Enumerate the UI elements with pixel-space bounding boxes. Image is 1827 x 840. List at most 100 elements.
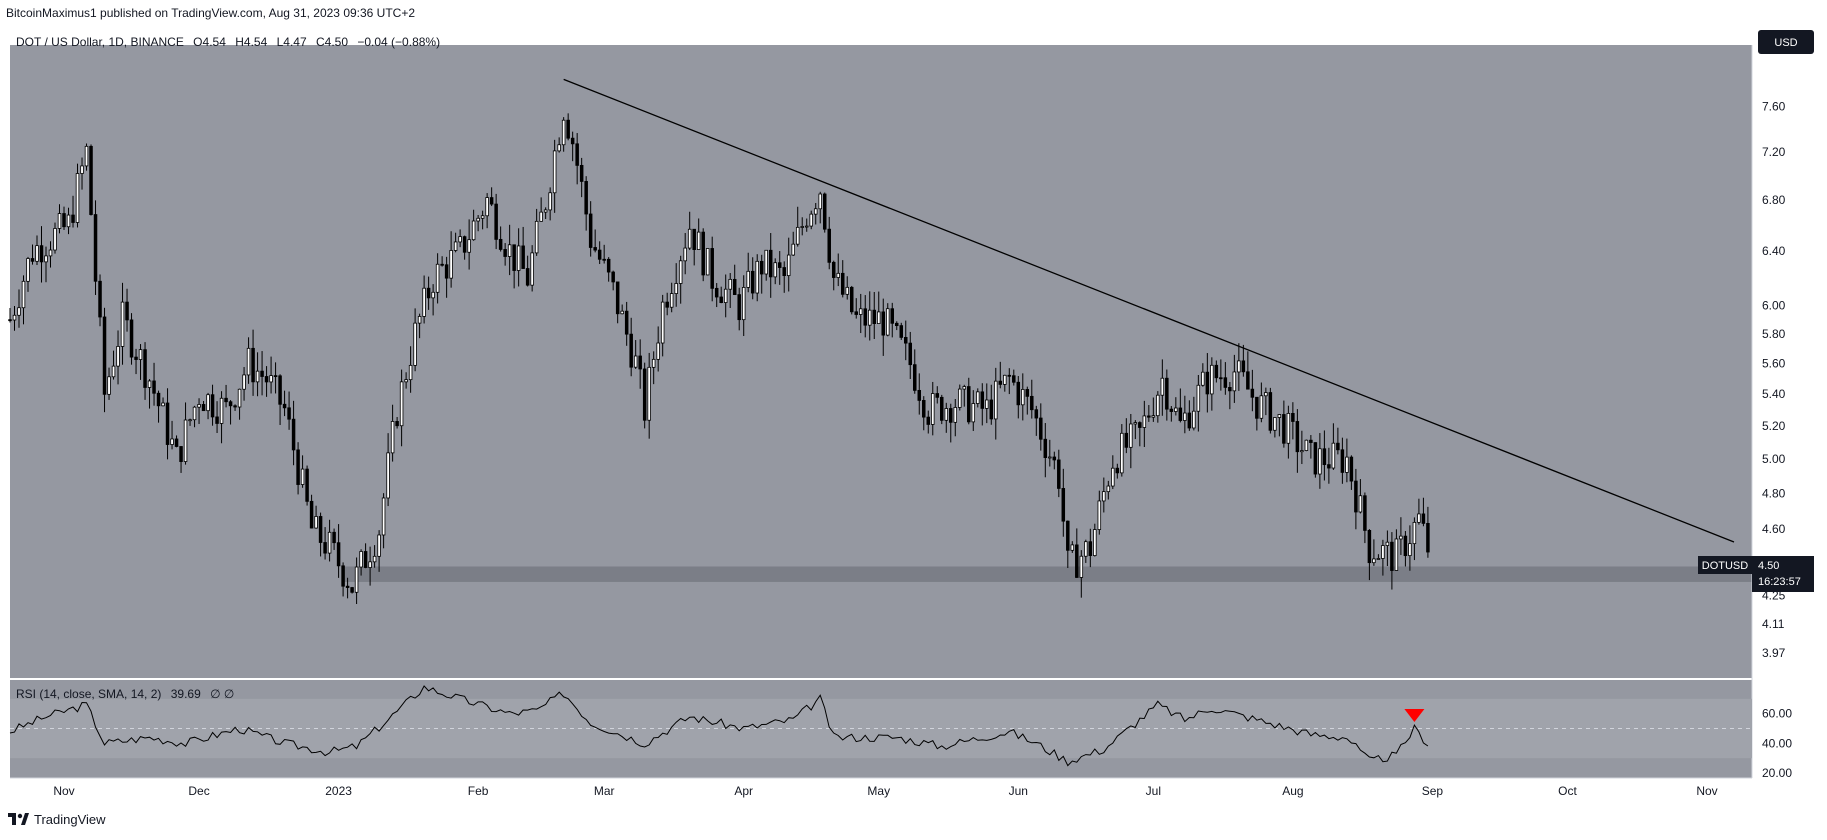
candle-body [1021, 389, 1025, 406]
descending-trendline [563, 78, 1735, 543]
candle [453, 232, 458, 253]
candle-body [831, 261, 836, 278]
candle [1147, 405, 1151, 422]
candle [1376, 554, 1381, 560]
candle [940, 394, 944, 425]
candle [872, 291, 876, 339]
candle-body [791, 243, 795, 256]
rsi-tick-label: 20.00 [1762, 766, 1792, 780]
candle [233, 404, 237, 411]
price-tick-label: 6.80 [1762, 193, 1786, 207]
candle-body [647, 366, 651, 421]
candle [629, 317, 633, 377]
candle [192, 405, 197, 428]
candle-body [1084, 541, 1088, 557]
candle [813, 202, 818, 225]
candle-body [980, 391, 985, 409]
candle-body [1228, 387, 1232, 392]
candle-body [1057, 459, 1061, 489]
candle [827, 216, 831, 270]
candle-body [206, 394, 210, 412]
ohlc-open: 4.54 [203, 35, 227, 49]
candle-body [1286, 413, 1291, 444]
candle [651, 351, 656, 385]
candle-body [1268, 392, 1273, 431]
candle-body [1358, 495, 1363, 513]
candle [1138, 421, 1142, 447]
candle [548, 187, 552, 221]
candle [1183, 395, 1187, 434]
candle [822, 192, 827, 233]
candle-body [579, 164, 584, 182]
candle [1088, 528, 1093, 568]
candle-body [1169, 408, 1174, 412]
candle-body [557, 144, 561, 152]
candle [1025, 386, 1030, 415]
candle [994, 367, 998, 440]
candle [773, 258, 777, 285]
candle-body [480, 215, 485, 219]
candle-body [183, 419, 188, 462]
support-zone [343, 566, 1753, 582]
candle-body [296, 449, 300, 485]
candle-body [516, 245, 521, 271]
candle-body [750, 270, 755, 294]
time-tick-label: May [867, 784, 890, 798]
candle-body [422, 287, 426, 317]
candle-body [350, 587, 354, 593]
candle-body [854, 311, 858, 315]
candle-body [413, 322, 417, 366]
candle [516, 228, 521, 287]
candle [467, 219, 471, 270]
candle-body [1187, 412, 1192, 429]
time-tick-label: Dec [188, 784, 209, 798]
candle [44, 246, 48, 283]
last-price-value: 4.50 [1758, 560, 1779, 572]
candle [1426, 506, 1430, 558]
candle [962, 384, 967, 407]
candle [210, 384, 215, 426]
candle-body [8, 319, 12, 322]
candle-body [548, 192, 552, 211]
candle [1142, 400, 1147, 447]
candle-body [876, 311, 881, 324]
candle-body [305, 468, 309, 502]
candle [1336, 427, 1340, 455]
candle-body [197, 404, 201, 408]
candle-body [260, 370, 264, 377]
candle-body [368, 561, 372, 568]
candle-body [827, 228, 831, 263]
currency-button[interactable]: USD [1758, 30, 1814, 54]
candle [143, 342, 147, 400]
candle [183, 402, 188, 465]
candle-body [1385, 541, 1390, 546]
candle-body [201, 404, 206, 412]
time-tick-label: Mar [594, 784, 615, 798]
candle [728, 273, 732, 308]
candle [566, 113, 570, 141]
candle-body [566, 119, 570, 139]
candle [561, 117, 566, 152]
candle [413, 308, 417, 372]
candle [836, 253, 840, 287]
candle-body [449, 250, 453, 279]
candle [534, 208, 539, 256]
price-tick-label: 7.60 [1762, 100, 1786, 114]
candle-body [1259, 395, 1264, 419]
candle [1255, 396, 1259, 431]
candle [228, 400, 233, 425]
candle-body [1012, 375, 1016, 383]
candle-body [602, 258, 606, 261]
candle-body [971, 403, 976, 423]
price-tick-label: 4.25 [1762, 589, 1786, 603]
candle-body [1354, 480, 1358, 513]
candle [1133, 420, 1138, 440]
rsi-tick-label: 60.00 [1762, 707, 1792, 721]
candle-body [251, 347, 255, 383]
candle-body [264, 376, 269, 383]
candle [1169, 406, 1174, 422]
candle-body [620, 310, 624, 315]
candle [849, 285, 854, 315]
candle [354, 557, 359, 605]
candle-body [1313, 442, 1318, 475]
